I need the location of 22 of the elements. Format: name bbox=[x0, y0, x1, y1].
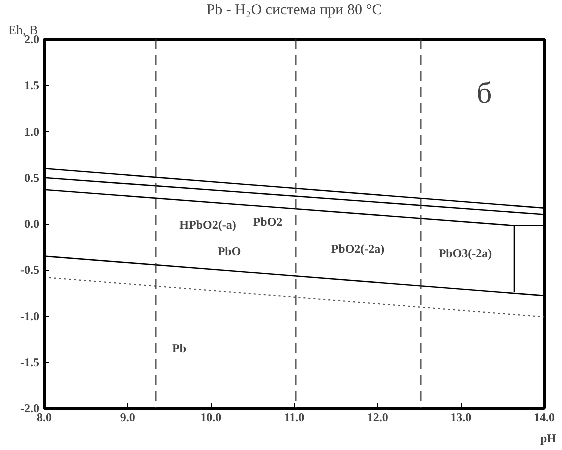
y-tick-label: -0.5 bbox=[20, 263, 40, 278]
x-axis-title: pH bbox=[540, 432, 558, 446]
x-tick-label: 12.0 bbox=[367, 410, 388, 424]
chart-title: Pb - H₂O система при 80 °C bbox=[206, 2, 382, 18]
x-tick-label: 10.0 bbox=[200, 410, 222, 424]
y-tick-label: -1.0 bbox=[20, 309, 40, 324]
y-tick-label: 0.0 bbox=[24, 217, 40, 231]
x-tick-label: 13.0 bbox=[450, 410, 472, 424]
annotation: PbO2 bbox=[253, 215, 283, 230]
annotation: PbO3(-2a) bbox=[438, 246, 492, 261]
y-tick-label: 1.5 bbox=[24, 78, 40, 93]
y-tick-label: 0.5 bbox=[24, 170, 40, 185]
y-tick-label: -1.5 bbox=[20, 355, 40, 370]
y-tick-label: 1.0 bbox=[24, 124, 40, 139]
annotation: PbO2(-2a) bbox=[331, 242, 385, 256]
x-tick-label: 14.0 bbox=[534, 410, 555, 424]
x-tick-label: 11.0 bbox=[284, 410, 305, 424]
annotation: Pb bbox=[172, 342, 187, 356]
x-tick-label: 9.0 bbox=[120, 410, 136, 424]
annotation: HPbO2(-a) bbox=[180, 218, 236, 232]
annotation: б bbox=[476, 77, 492, 110]
annotation: PbO bbox=[218, 244, 242, 259]
